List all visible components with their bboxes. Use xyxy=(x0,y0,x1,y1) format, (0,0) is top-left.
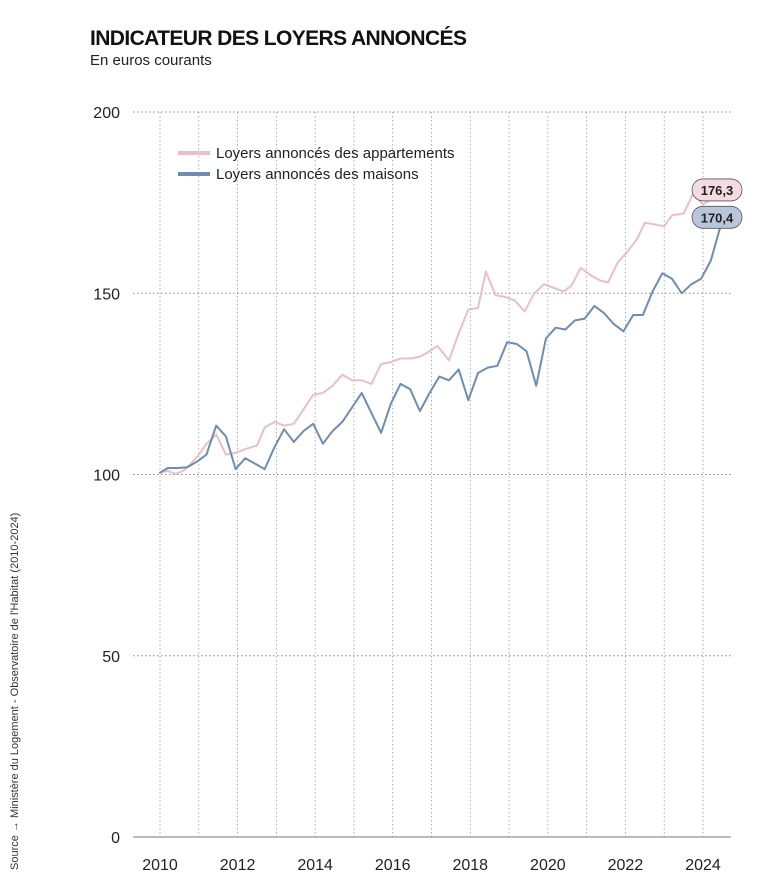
chart-title: INDICATEUR DES LOYERS ANNONCÉS xyxy=(90,27,467,50)
x-tick-label: 2014 xyxy=(297,857,333,874)
series-line-appartements xyxy=(159,192,714,475)
x-tick-label: 2016 xyxy=(375,857,411,874)
series-line-maisons xyxy=(159,218,730,474)
legend-label: Loyers annoncés des maisons xyxy=(216,166,419,183)
y-tick-label: 0 xyxy=(111,830,120,847)
axes: 0 50 100 150 200 2010 2012 2014 2016 2018 2020 2022… xyxy=(93,105,731,874)
end-labels: 176,3 170,4 xyxy=(691,178,743,229)
grid-lines xyxy=(133,111,731,837)
legend-label: Loyers annoncés des appartements xyxy=(216,145,454,162)
end-label-text: 170,4 xyxy=(701,210,734,225)
y-tick-label: 200 xyxy=(93,105,120,122)
end-label-pill xyxy=(691,205,743,229)
x-tick-label: 2022 xyxy=(608,857,644,874)
x-tick-label: 2012 xyxy=(220,857,256,874)
chart-subtitle: En euros courants xyxy=(90,52,212,69)
end-value-label: 170,4 xyxy=(691,205,743,229)
x-tick-label: 2010 xyxy=(142,857,178,874)
end-value-label: 176,3 xyxy=(691,178,743,202)
end-label-text: 176,3 xyxy=(701,183,734,198)
y-tick-label: 50 xyxy=(102,649,120,666)
y-tick-label: 100 xyxy=(93,468,120,485)
x-tick-label: 2020 xyxy=(530,857,566,874)
y-tick-label: 150 xyxy=(93,286,120,303)
legend: Loyers annoncés des appartements Loyers a… xyxy=(178,145,454,183)
x-tick-label: 2024 xyxy=(685,857,721,874)
x-tick-label: 2018 xyxy=(452,857,488,874)
series-lines xyxy=(159,192,730,475)
end-label-pill xyxy=(691,178,743,202)
